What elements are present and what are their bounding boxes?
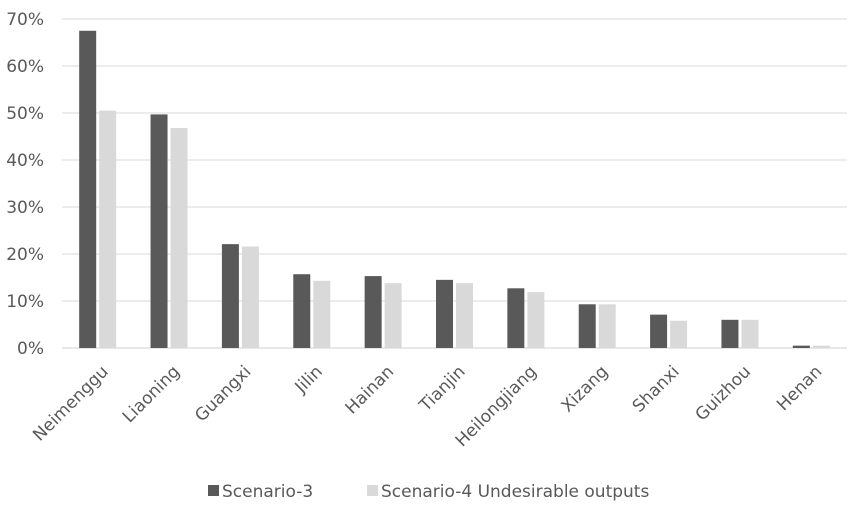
bar-series-2 bbox=[598, 304, 616, 348]
bar-series-2 bbox=[812, 345, 830, 348]
legend-swatch-series-2 bbox=[367, 485, 378, 496]
bar-series-1 bbox=[650, 314, 668, 348]
x-axis-tick-labels: Neimenggu Liaoning Guangxi Jilin Hainan Tianj… bbox=[29, 362, 826, 451]
bar-series-1 bbox=[578, 304, 596, 348]
x-tick-label: Jilin bbox=[291, 362, 327, 398]
x-tick-label: Neimenggu bbox=[29, 362, 112, 445]
y-tick-label: 0% bbox=[17, 339, 44, 359]
bar-series-2 bbox=[456, 283, 473, 348]
x-tick-label: Guangxi bbox=[191, 362, 255, 426]
x-tick-label: Hainan bbox=[342, 362, 398, 418]
y-tick-label: 50% bbox=[6, 104, 44, 124]
bar-series-2 bbox=[313, 280, 331, 348]
x-tick-label: Tianjin bbox=[415, 362, 469, 416]
legend-label-series-1: Scenario-3 bbox=[222, 482, 313, 502]
bar-series-1 bbox=[79, 30, 97, 348]
legend: Scenario-3 Scenario-4 Undesirable outputs bbox=[208, 482, 649, 502]
bar-series-2 bbox=[670, 320, 688, 348]
bar-series-2 bbox=[384, 283, 402, 348]
bar-series-1 bbox=[221, 244, 239, 348]
y-tick-label: 30% bbox=[6, 198, 44, 218]
bar-series-1 bbox=[364, 276, 382, 348]
y-tick-label: 20% bbox=[6, 245, 44, 265]
bar-series-2 bbox=[241, 246, 259, 348]
bar-series-1 bbox=[150, 114, 168, 348]
x-tick-label: Shanxi bbox=[629, 362, 684, 417]
y-tick-label: 10% bbox=[6, 292, 44, 312]
y-tick-label: 60% bbox=[6, 57, 44, 77]
x-tick-label: Guizhou bbox=[692, 362, 755, 425]
x-tick-label: Liaoning bbox=[119, 362, 184, 427]
gridlines bbox=[62, 18, 847, 349]
bar-series-1 bbox=[721, 319, 739, 348]
y-tick-label: 70% bbox=[6, 10, 44, 30]
bar-series-2 bbox=[527, 292, 545, 348]
y-tick-label: 40% bbox=[6, 151, 44, 171]
bar-series-1 bbox=[436, 279, 453, 348]
y-axis-tick-labels: 0% 10% 20% 30% 40% 50% 60% 70% bbox=[6, 10, 44, 359]
x-tick-label: Henan bbox=[773, 362, 826, 415]
bar-series-2 bbox=[741, 319, 759, 348]
x-tick-label: Xizang bbox=[558, 362, 613, 417]
bar-series-2 bbox=[99, 110, 117, 349]
bar-series-1 bbox=[293, 274, 311, 348]
legend-label-series-2: Scenario-4 Undesirable outputs bbox=[381, 482, 649, 502]
bars bbox=[79, 30, 830, 349]
legend-swatch-series-1 bbox=[208, 485, 219, 496]
bar-series-1 bbox=[792, 345, 810, 348]
bar-series-1 bbox=[507, 288, 525, 348]
bar-series-2 bbox=[170, 128, 188, 348]
